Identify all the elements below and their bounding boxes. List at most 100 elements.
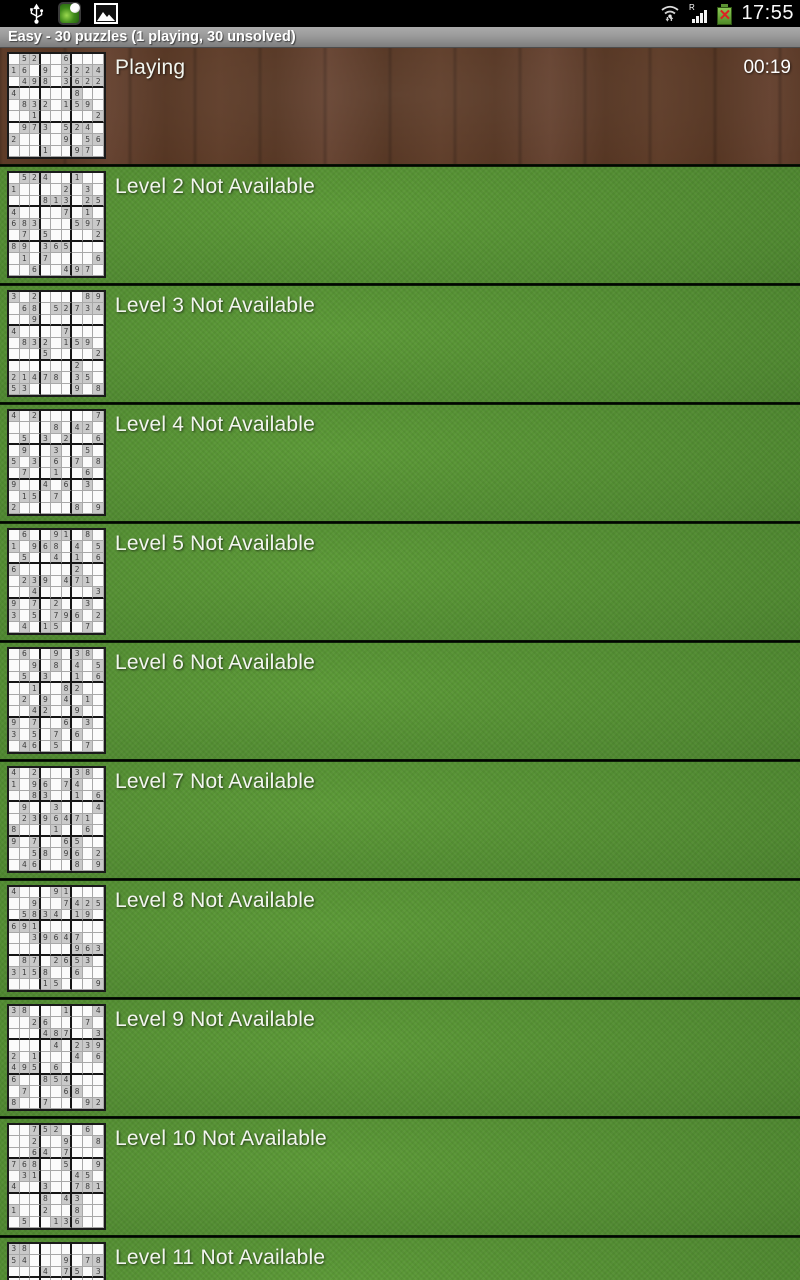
sudoku-cell: 7 xyxy=(82,621,94,633)
sudoku-cell xyxy=(30,230,41,242)
sudoku-cell: 6 xyxy=(72,729,83,741)
sudoku-cell xyxy=(82,1136,94,1148)
sudoku-cell xyxy=(61,587,73,599)
sudoku-cell: 2 xyxy=(61,433,73,446)
sudoku-cell: 8 xyxy=(19,955,31,968)
sudoku-cell xyxy=(30,1182,41,1194)
level-timer: 00:19 xyxy=(743,57,791,78)
sudoku-cell: 2 xyxy=(72,360,83,373)
sudoku-cell xyxy=(9,552,20,565)
sudoku-cell xyxy=(51,1159,62,1171)
sudoku-cell xyxy=(82,1006,94,1018)
sudoku-cell xyxy=(93,326,104,338)
sudoku-cell xyxy=(93,740,104,752)
sudoku-cell xyxy=(51,836,62,849)
sudoku-cell xyxy=(40,1216,52,1228)
sudoku-cell: 1 xyxy=(30,683,41,695)
status-bar-right: R ✕ 17:55 xyxy=(659,2,794,25)
sudoku-cell xyxy=(40,1063,52,1075)
sudoku-cell xyxy=(9,575,20,588)
sudoku-cell xyxy=(19,729,31,741)
sudoku-cell: 9 xyxy=(82,99,94,112)
sudoku-cell xyxy=(72,1136,83,1148)
sudoku-cell xyxy=(30,887,41,899)
sudoku-cell xyxy=(40,303,52,315)
sudoku-cell xyxy=(72,292,83,304)
sudoku-cell: 9 xyxy=(51,649,62,661)
sudoku-cell xyxy=(19,944,31,956)
sudoku-cell: 8 xyxy=(40,76,52,89)
sudoku-cell xyxy=(61,768,73,780)
sudoku-cell: 9 xyxy=(61,848,73,860)
sudoku-cell xyxy=(40,1255,52,1267)
sudoku-cell: 3 xyxy=(30,575,41,588)
sudoku-cell: 2 xyxy=(82,898,94,910)
sudoku-cell xyxy=(61,372,73,384)
sudoku-cell: 1 xyxy=(51,1216,62,1228)
sudoku-cell: 1 xyxy=(72,909,83,922)
sudoku-cell: 8 xyxy=(40,195,52,208)
app-icon-ball xyxy=(70,3,80,13)
sudoku-cell xyxy=(93,1147,104,1160)
sudoku-cell: 1 xyxy=(19,372,31,384)
sudoku-cell: 7 xyxy=(72,813,83,826)
sudoku-cell xyxy=(93,729,104,741)
sudoku-cell xyxy=(82,564,94,576)
sudoku-cell xyxy=(9,1028,20,1041)
sudoku-cell: 5 xyxy=(51,303,62,315)
sudoku-cell xyxy=(19,1266,31,1279)
sudoku-cell: 5 xyxy=(82,372,94,384)
sudoku-cell xyxy=(19,1040,31,1052)
sudoku-cell xyxy=(82,383,94,395)
sudoku-cell xyxy=(51,587,62,599)
sudoku-cell xyxy=(51,848,62,860)
sudoku-cell xyxy=(19,1097,31,1109)
sudoku-cell xyxy=(61,621,73,633)
sudoku-cell xyxy=(9,422,20,434)
sudoku-cell: 3 xyxy=(93,1028,104,1041)
sudoku-cell xyxy=(9,802,20,814)
row-divider xyxy=(0,402,800,405)
sudoku-cell xyxy=(19,932,31,945)
sudoku-cell: 5 xyxy=(19,671,31,684)
sudoku-cell: 2 xyxy=(30,173,41,185)
sudoku-cell xyxy=(30,621,41,633)
sudoku-cell xyxy=(9,337,20,350)
sudoku-cell xyxy=(19,1125,31,1137)
sudoku-cell: 5 xyxy=(40,349,52,361)
sudoku-cell xyxy=(51,76,62,89)
sudoku-cell xyxy=(72,717,83,730)
sudoku-cell xyxy=(82,1063,94,1075)
page-title: Easy - 30 puzzles (1 playing, 30 unsolve… xyxy=(8,29,296,45)
sudoku-cell xyxy=(72,468,83,480)
sudoku-cell xyxy=(40,1136,52,1148)
sudoku-cell xyxy=(30,1074,41,1087)
sudoku-cell xyxy=(61,1244,73,1256)
sudoku-cell xyxy=(9,122,20,135)
sudoku-cell: 4 xyxy=(30,587,41,599)
battery-icon: ✕ xyxy=(717,3,733,25)
sudoku-cell xyxy=(93,909,104,922)
sudoku-cell: 3 xyxy=(40,433,52,446)
sudoku-cell: 5 xyxy=(61,1159,73,1171)
sudoku-cell xyxy=(40,564,52,576)
sudoku-cell xyxy=(9,303,20,315)
sudoku-cell xyxy=(51,54,62,66)
sudoku-cell: 8 xyxy=(19,99,31,112)
sudoku-cell: 8 xyxy=(51,422,62,434)
sudoku-cell xyxy=(72,921,83,933)
sudoku-cell xyxy=(30,1205,41,1217)
sudoku-cell xyxy=(40,1159,52,1171)
